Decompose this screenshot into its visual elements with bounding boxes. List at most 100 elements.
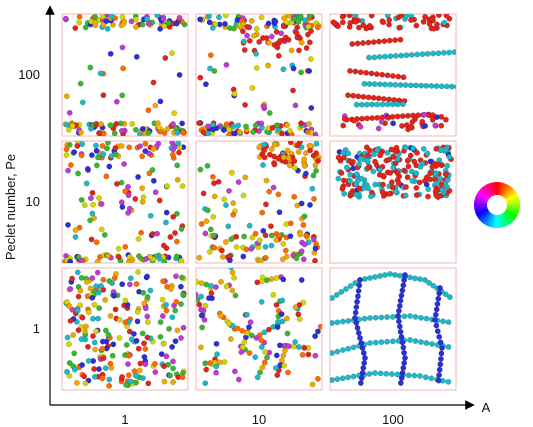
particle-point <box>401 313 408 320</box>
particle-point <box>384 338 390 345</box>
particle-point <box>340 150 347 156</box>
particle-point <box>353 101 360 108</box>
particle-point <box>284 315 290 322</box>
particle-point <box>244 330 250 336</box>
particle-point <box>102 365 109 372</box>
particle-point <box>367 193 374 200</box>
particle-point <box>112 144 119 151</box>
particle-point <box>258 14 265 21</box>
particle-point <box>239 327 246 334</box>
particle-point <box>396 24 403 31</box>
particle-point <box>273 28 280 35</box>
particle-point <box>176 14 183 21</box>
particle-point <box>439 345 445 351</box>
color-wheel-segment <box>487 183 494 196</box>
particle-point <box>265 39 272 46</box>
particle-point <box>209 24 216 31</box>
particle-point <box>236 129 243 135</box>
particle-point <box>432 317 438 323</box>
particle-point <box>286 162 293 169</box>
particle-point <box>215 178 222 185</box>
particle-point <box>99 338 106 345</box>
particle-point <box>83 323 89 330</box>
particle-point <box>339 185 346 192</box>
particle-point <box>360 40 366 46</box>
particle-point <box>174 327 181 334</box>
particle-point <box>170 358 176 365</box>
particle-point <box>137 143 143 150</box>
particle-point <box>423 174 430 181</box>
particle-point <box>405 372 412 379</box>
x-tick-label: 100 <box>382 412 404 427</box>
particle-point <box>418 314 424 321</box>
particle-point <box>390 164 397 171</box>
particle-point <box>93 239 100 246</box>
particle-point <box>95 154 101 161</box>
particle-point <box>390 120 396 127</box>
particle-point <box>409 119 416 126</box>
particle-point <box>311 195 317 202</box>
particle-point <box>207 360 214 366</box>
particle-point <box>396 302 403 309</box>
particle-point <box>180 291 187 298</box>
particle-point <box>156 124 162 131</box>
particle-point <box>284 122 291 129</box>
particle-point <box>257 369 263 376</box>
particle-point <box>397 297 404 304</box>
particle-point <box>436 14 442 18</box>
particle-point <box>226 253 233 259</box>
particle-point <box>170 365 177 372</box>
particle-point <box>125 361 131 367</box>
particle-point <box>422 277 428 283</box>
particle-point <box>104 25 111 32</box>
particle-point <box>106 376 113 383</box>
particle-point <box>413 192 420 199</box>
particle-point <box>386 156 393 163</box>
particle-point <box>272 18 279 25</box>
particle-point <box>442 116 449 123</box>
particle-point <box>225 223 232 230</box>
particle-point <box>353 191 360 198</box>
particle-point <box>93 328 100 335</box>
particle-point <box>298 200 305 207</box>
particle-point <box>418 339 424 345</box>
particle-point <box>280 154 287 161</box>
particle-point <box>98 226 105 233</box>
particle-point <box>167 234 174 240</box>
particle-point <box>346 23 353 30</box>
particle-point <box>139 198 146 205</box>
particle-point <box>88 195 94 202</box>
particle-point <box>429 112 436 119</box>
particle-point <box>276 209 283 216</box>
particle-point <box>135 174 142 180</box>
particle-point <box>283 19 290 26</box>
particle-point <box>77 287 84 294</box>
particle-point <box>144 313 151 320</box>
color-wheel-segment <box>502 185 511 197</box>
particle-point <box>314 375 321 382</box>
particle-point <box>217 312 224 319</box>
particle-point <box>241 339 248 345</box>
particle-point <box>145 380 152 387</box>
particle-point <box>288 47 295 54</box>
particle-point <box>161 23 168 29</box>
particle-point <box>419 51 426 58</box>
particle-point <box>124 301 131 308</box>
color-wheel-segment <box>506 197 520 204</box>
particle-point <box>309 185 316 192</box>
particle-point <box>118 199 125 206</box>
particle-point <box>152 369 159 375</box>
color-wheel-segment <box>474 202 488 205</box>
particle-point <box>347 283 354 289</box>
particle-point <box>196 254 203 261</box>
color-wheel-segment <box>475 193 489 201</box>
particle-point <box>213 363 220 370</box>
particle-point <box>170 121 176 127</box>
particle-point <box>105 141 111 146</box>
color-wheel-segment <box>474 204 488 208</box>
particle-point <box>79 314 86 321</box>
particle-point <box>93 142 99 149</box>
particle-point <box>249 85 256 91</box>
particle-point <box>352 18 359 25</box>
particle-point <box>92 22 99 29</box>
